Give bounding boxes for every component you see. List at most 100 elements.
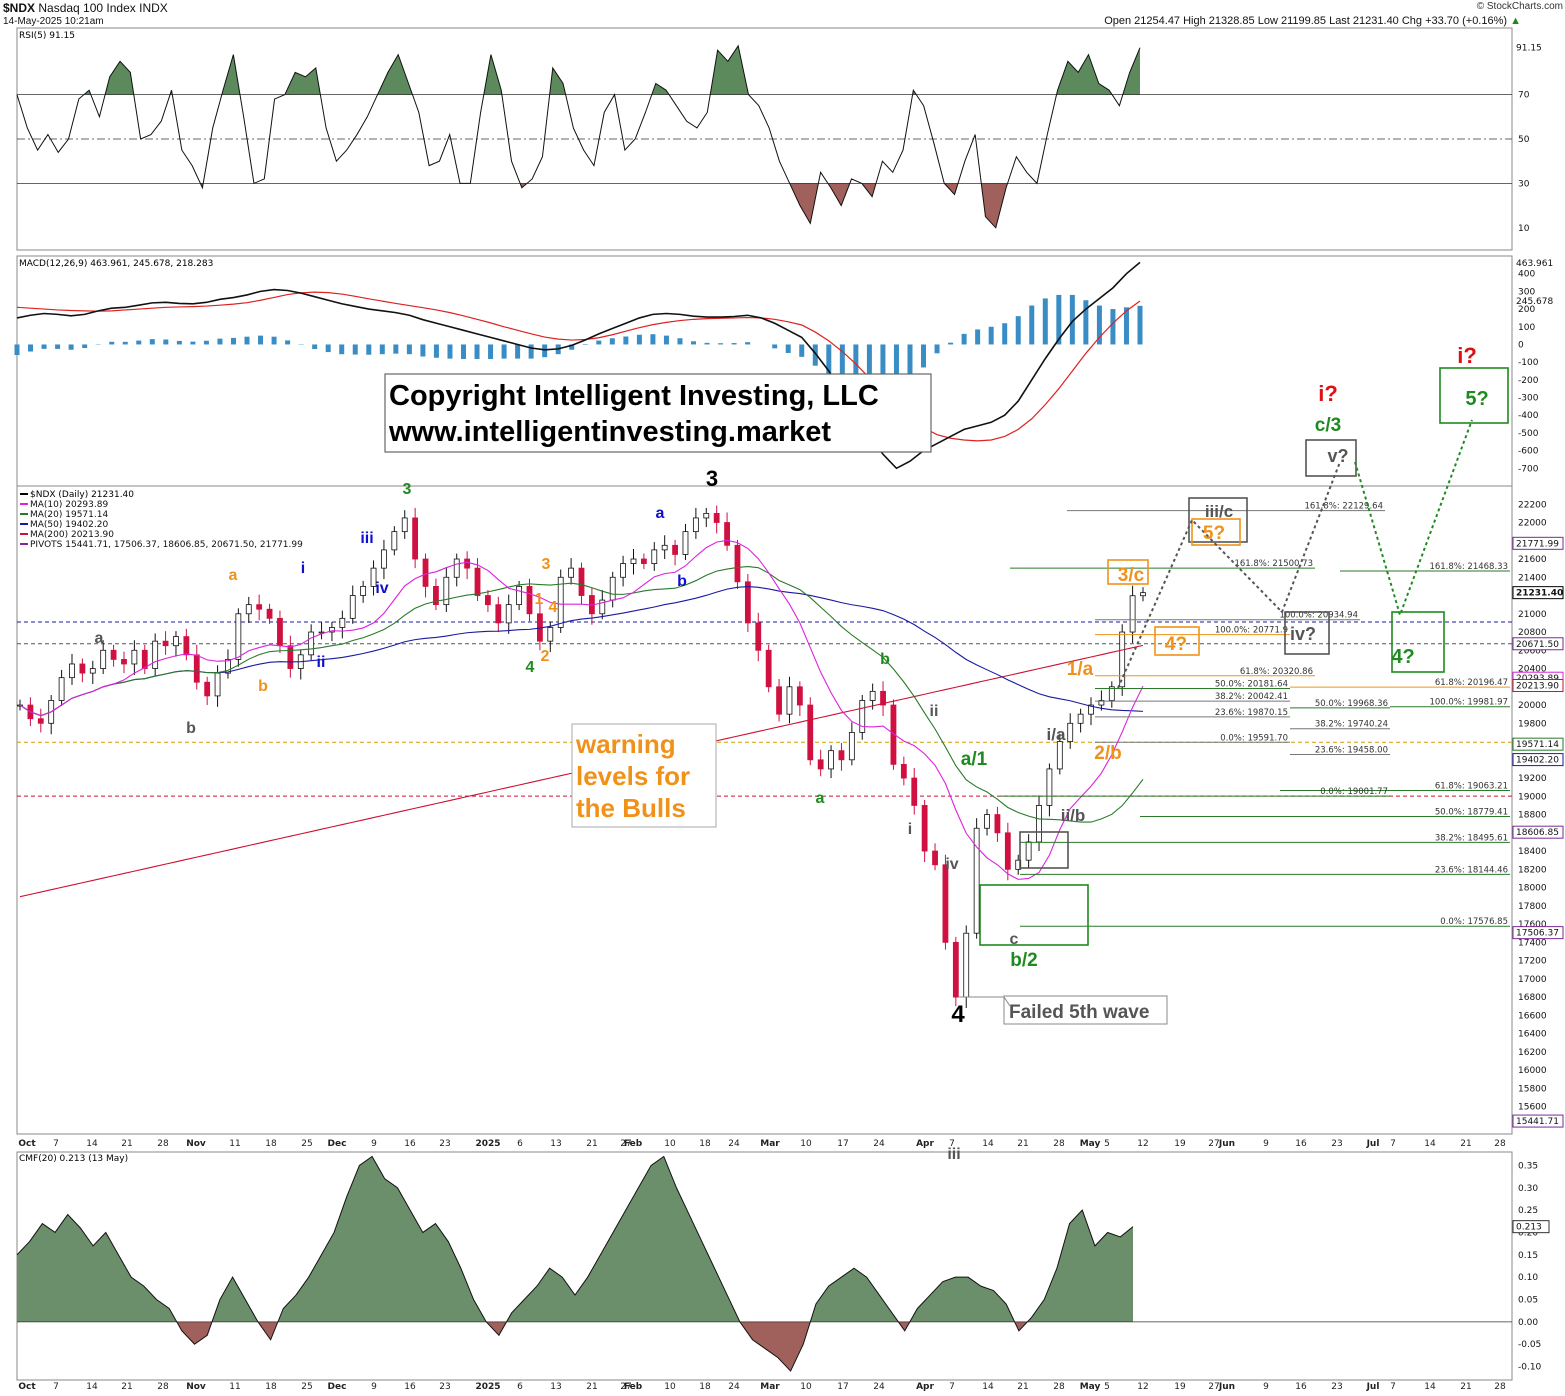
macd-hist-bar (663, 335, 669, 345)
warning-text-line: levels for (576, 761, 690, 791)
macd-hist-bar (650, 334, 656, 345)
macd-hist-bar (352, 344, 358, 355)
macd-hist-bar (366, 344, 372, 355)
wave-label: 2 (541, 648, 550, 665)
price-tag-box (1512, 637, 1564, 651)
candle-body (526, 585, 533, 615)
macd-hist-bar (1083, 300, 1089, 345)
candle-body (568, 567, 575, 578)
x-axis-label: 23 (1331, 1382, 1342, 1392)
fib-label: 161.8%: 21468.33 (1429, 562, 1508, 572)
x-axis-label: 14 (86, 1139, 98, 1149)
price-ytick: 22200 (1518, 500, 1547, 510)
price-legend-entry: MA(50) 19402.20 (30, 520, 108, 530)
candle-body (765, 649, 772, 688)
x-axis-label: 13 (550, 1382, 561, 1392)
macd-hist-bar (82, 344, 88, 348)
wave-label: iii (947, 1146, 960, 1163)
x-axis-label: 2025 (475, 1139, 500, 1149)
candle-body (381, 549, 387, 569)
fib-label: 50.0%: 19968.36 (1315, 699, 1388, 709)
candle-body (69, 663, 75, 679)
macd-hist-bar (271, 336, 277, 345)
candle-body (734, 544, 741, 583)
wave-label: a (656, 505, 665, 522)
x-axis-label: 23 (439, 1139, 450, 1149)
macd-hist-bar (1069, 294, 1075, 345)
candle-body (713, 512, 720, 523)
price-ytick: 16400 (1518, 1030, 1547, 1040)
candle-body (609, 576, 616, 601)
candle-body (651, 549, 658, 564)
price-ytick: 16200 (1518, 1048, 1547, 1058)
candle-body (256, 604, 263, 610)
x-axis-label: 25 (301, 1382, 312, 1392)
rsi-ytick: 70 (1518, 91, 1530, 101)
x-axis-label: 24 (728, 1382, 740, 1392)
macd-hist-bar (55, 344, 61, 349)
copyright-line1: Copyright Intelligent Investing, LLC (389, 380, 879, 412)
x-axis-label: 21 (1460, 1139, 1471, 1149)
price-ytick: 21600 (1518, 555, 1547, 565)
x-axis-label: 18 (265, 1382, 277, 1392)
price-tag-box (1512, 737, 1564, 751)
macd-hist-bar (799, 344, 805, 357)
macd-hist-bar (975, 329, 981, 345)
rsi-overbought-fill (17, 45, 1140, 95)
price-legend-entry: MA(200) 20213.90 (30, 530, 114, 540)
candle-body (58, 677, 65, 701)
candle-body (838, 750, 845, 761)
macd-hist-bar (934, 344, 940, 354)
candle-body (703, 512, 710, 519)
x-axis-label: Nov (186, 1382, 206, 1392)
grey-projection-path (1117, 461, 1341, 689)
macd-hist-bar (393, 344, 399, 354)
candle-body (1067, 722, 1074, 742)
macd-hist-bar (677, 338, 683, 345)
fib-label: 100.0%: 20771.9 (1215, 626, 1288, 636)
ma20-line (19, 565, 1144, 823)
macd-hist-bar (190, 341, 196, 345)
macd-hist-bar (569, 344, 575, 350)
cmf-line (16, 1155, 1134, 1372)
candle-body (661, 544, 668, 551)
candle-body (391, 531, 398, 551)
macd-hist-bar (474, 344, 480, 359)
symbol-text: $NDX (3, 1, 36, 15)
x-axis-label: 11 (229, 1139, 240, 1149)
fib-label: 38.2%: 20042.41 (1215, 692, 1288, 702)
candle-body (1108, 686, 1115, 701)
wave-label: a (229, 567, 238, 584)
x-axis-label: Dec (328, 1382, 347, 1392)
x-axis-label: 6 (517, 1382, 523, 1392)
candle-body (329, 627, 335, 633)
macd-hist-bar (149, 339, 155, 345)
macd-hist-bar (839, 344, 845, 387)
wave-label: i/a (1047, 725, 1066, 744)
wave-label: iii (360, 530, 373, 547)
macd-ytick: -700 (1518, 464, 1539, 474)
wave-label: b (258, 678, 268, 695)
wave-label: 5? (1203, 523, 1225, 544)
macd-hist-bar (988, 326, 994, 345)
ohlc-readout: Open 21254.47 High 21328.85 Low 21199.85… (1104, 15, 1521, 27)
fib-label: 50.0%: 18779.41 (1435, 807, 1508, 817)
x-axis-label: May (1080, 1382, 1101, 1392)
x-axis-label: 6 (517, 1139, 523, 1149)
macd-hist-bar (907, 344, 913, 387)
chart-header-symbol: $NDX Nasdaq 100 Index INDX (3, 1, 168, 15)
price-ytick: 18000 (1518, 884, 1547, 894)
x-axis-label: 5 (1104, 1382, 1110, 1392)
macd-hist-bar (420, 344, 426, 357)
x-axis-label: 18 (265, 1139, 277, 1149)
candle-body (1119, 631, 1126, 688)
target-box (1019, 831, 1069, 869)
x-axis-label: 7 (53, 1139, 59, 1149)
macd-hist-bar (636, 334, 642, 345)
x-axis-label: Jul (1366, 1139, 1380, 1149)
candle-body (682, 531, 689, 555)
price-ytick: 17600 (1518, 920, 1547, 930)
wave-label: 4 (951, 1001, 965, 1028)
x-axis-label: Mar (760, 1139, 780, 1149)
